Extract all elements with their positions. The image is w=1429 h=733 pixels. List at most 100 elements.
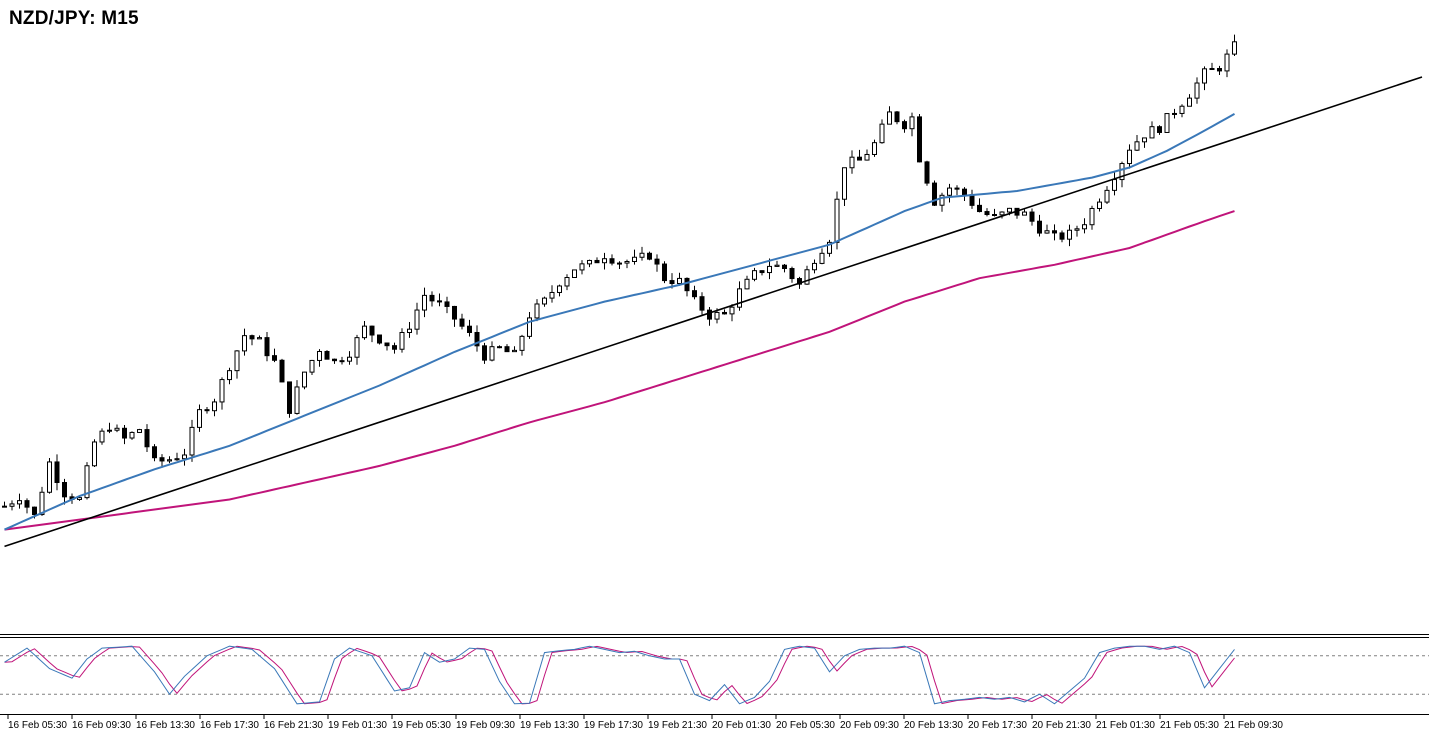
x-tick-label: 20 Feb 01:30 [712,720,771,731]
candle [609,254,615,266]
candle [842,167,847,207]
candle [467,319,472,337]
candle [249,334,255,346]
candle [1217,65,1222,75]
candle [1097,198,1102,212]
candle [722,309,727,315]
candle [767,258,772,280]
chart-title: NZD/JPY: M15 [9,8,139,29]
candle [759,270,765,276]
fast-moving-average-line [4,113,1235,531]
candle [1149,121,1155,139]
candle [872,139,877,157]
x-tick-label: 21 Feb 09:30 [1224,720,1283,731]
candle [107,422,112,434]
candle [639,246,645,261]
candle [279,358,285,383]
candle [197,404,202,432]
panel-separator [0,634,1429,638]
candle [272,348,277,363]
candle [699,292,705,315]
candle [452,305,457,327]
candle [924,160,930,186]
candle [1179,104,1185,118]
candle [92,439,97,467]
candle [122,425,127,445]
candle [1232,34,1237,56]
candle [932,180,937,207]
candle [137,428,142,433]
candle [1037,214,1042,237]
candle [47,458,52,494]
x-tick-label: 19 Feb 01:30 [328,720,387,731]
candle [504,344,510,353]
candle [332,358,337,364]
candle [182,448,187,466]
candles-layer [2,34,1237,519]
x-tick-label: 20 Feb 05:30 [776,720,835,731]
candle [939,192,945,212]
candle [257,335,262,340]
candle [879,119,885,144]
candle [1082,218,1087,234]
candle [1194,77,1200,104]
candle [2,501,7,508]
candle [129,431,135,440]
candle [384,342,390,351]
candle [54,454,60,491]
x-tick-label: 21 Feb 01:30 [1096,720,1155,731]
candle [437,293,442,307]
candle [1044,224,1050,234]
candle [542,296,547,307]
candle [962,187,967,202]
candle [909,112,915,137]
candle [999,211,1005,219]
candle [62,478,67,505]
candle [684,277,690,297]
candle [354,334,360,365]
candle [1089,205,1095,230]
x-tick-label: 19 Feb 21:30 [648,720,707,731]
candle [1224,49,1230,78]
candle [347,351,352,365]
x-tick-label: 20 Feb 09:30 [840,720,899,731]
candle [954,185,960,196]
candle [849,150,855,174]
candle [654,254,660,272]
candle [557,284,562,297]
candle [497,345,502,349]
candle [1157,125,1162,135]
candle [242,328,247,356]
candle [444,296,450,314]
candle [1134,135,1140,151]
candle [302,371,307,390]
candle [474,325,480,352]
candle [969,189,975,209]
candle [587,259,592,268]
candle [114,424,120,433]
x-tick-label: 19 Feb 09:30 [456,720,515,731]
x-tick-label: 16 Feb 09:30 [72,720,131,731]
candle [377,334,382,345]
candle [512,346,517,353]
candle [234,350,240,379]
x-tick-label: 16 Feb 21:30 [264,720,323,731]
candle [827,239,832,257]
stochastic-signal-line [4,645,1235,705]
candle [159,454,165,468]
candle [782,263,787,273]
candle [1112,171,1117,196]
candle [189,419,195,462]
candle [527,311,532,339]
candle [204,407,210,414]
candle [489,341,495,362]
candle [624,259,630,269]
x-tick-label: 20 Feb 13:30 [904,720,963,731]
candle [894,110,900,125]
stochastic-panel [0,645,1429,705]
candle [984,208,990,217]
candle [1059,230,1065,243]
x-tick-label: 16 Feb 13:30 [136,720,195,731]
candle [294,380,300,415]
